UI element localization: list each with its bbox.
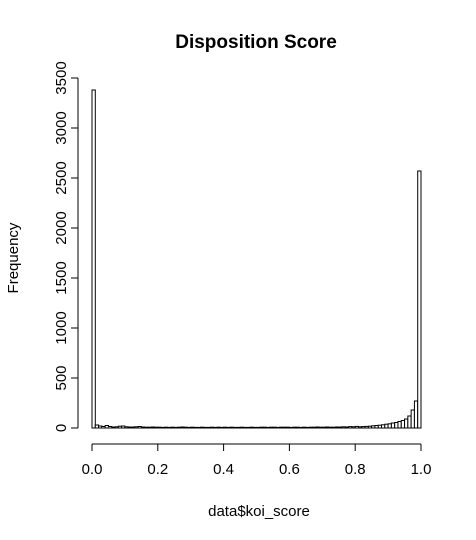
y-tick-label: 1000 <box>53 311 70 344</box>
x-tick-label: 0.2 <box>147 461 168 478</box>
y-tick-label: 3500 <box>53 61 70 94</box>
x-tick-label: 0.8 <box>345 461 366 478</box>
y-tick-label: 3000 <box>53 111 70 144</box>
y-tick-label: 500 <box>53 365 70 390</box>
y-tick-label: 2500 <box>53 161 70 194</box>
x-tick-label: 1.0 <box>411 461 432 478</box>
chart-title: Disposition Score <box>175 32 337 53</box>
y-axis-label: Frequency <box>5 222 22 293</box>
y-tick-label: 2000 <box>53 211 70 244</box>
y-axis-ticks: 0 500 1000 1500 2000 2500 3000 3500 <box>53 61 78 432</box>
y-tick-label: 1500 <box>53 261 70 294</box>
x-tick-label: 0.6 <box>279 461 300 478</box>
histogram-bar <box>91 89 96 429</box>
y-tick-label: 0 <box>53 424 70 432</box>
bars-group <box>91 89 422 429</box>
x-axis-label: data$koi_score <box>208 503 310 520</box>
x-tick-label: 0.0 <box>82 461 103 478</box>
x-axis-ticks: 0.0 0.2 0.4 0.6 0.8 1.0 <box>82 444 432 478</box>
histogram-bar <box>417 170 422 429</box>
x-tick-label: 0.4 <box>213 461 234 478</box>
